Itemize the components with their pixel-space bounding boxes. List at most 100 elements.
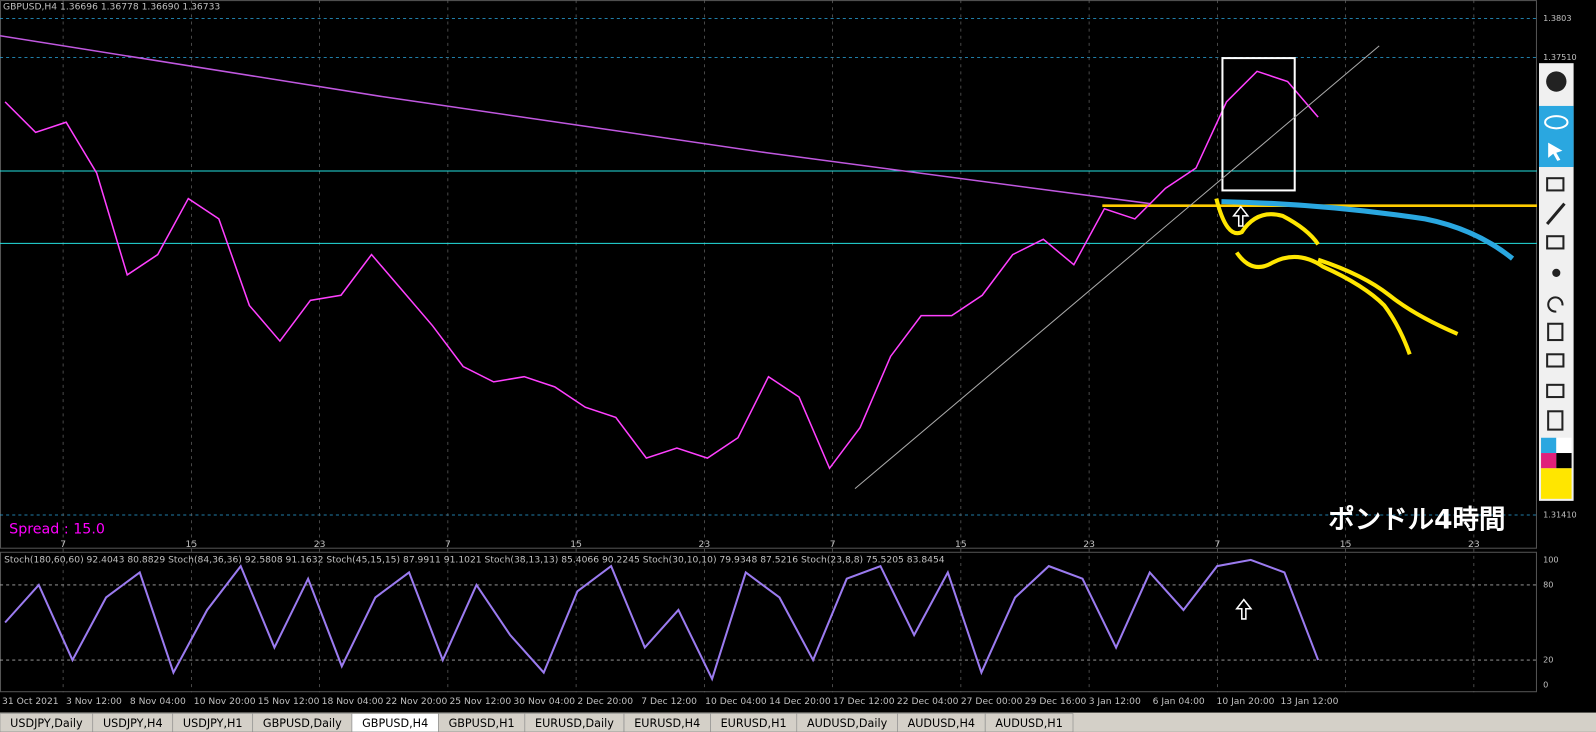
time-label: 27 Dec 00:00 — [961, 696, 1023, 707]
arrow-up — [1232, 205, 1250, 227]
trend-line — [854, 45, 1380, 490]
tab[interactable]: GBPUSD,H4 — [351, 713, 439, 732]
color-cyan[interactable] — [1541, 437, 1557, 454]
tab-label[interactable]: USDJPY,Daily — [10, 717, 83, 730]
tab[interactable]: AUDUSD,Daily — [796, 713, 898, 732]
day-label: 23 — [699, 539, 711, 550]
tab[interactable]: USDJPY,H1 — [172, 713, 254, 732]
moving-average — [0, 34, 1151, 205]
tool-dot[interactable] — [1552, 268, 1561, 277]
day-label: 15 — [955, 539, 967, 550]
tab[interactable]: EURUSD,H1 — [710, 713, 798, 732]
color-white[interactable] — [1556, 437, 1572, 454]
tab[interactable]: USDJPY,H4 — [92, 713, 174, 732]
color-black[interactable] — [1556, 453, 1572, 469]
grid — [0, 0, 1537, 693]
day-label: 7 — [830, 539, 836, 550]
stoch-line — [4, 558, 1320, 682]
price-line — [4, 70, 1319, 470]
tab-label[interactable]: USDJPY,H1 — [183, 717, 243, 730]
plot: 1.3803 1.37510 1.31410 7 15 23 7 15 23 7 15 23 7 15 23… — [0, 13, 1577, 707]
time-label: 10 Jan 20:00 — [1217, 696, 1275, 707]
day-label: 7 — [1214, 539, 1220, 550]
tool-trash[interactable] — [1547, 322, 1564, 342]
tab[interactable]: USDJPY,Daily — [0, 713, 94, 732]
highlight-box — [1221, 57, 1296, 192]
tab-label[interactable]: GBPUSD,H1 — [449, 717, 515, 730]
tab-label[interactable]: AUDUSD,Daily — [807, 717, 888, 730]
price-label: 1.37510 — [1543, 52, 1577, 62]
day-label: 23 — [1083, 539, 1095, 550]
drawing — [1214, 198, 1320, 246]
time-label: 3 Jan 12:00 — [1089, 696, 1141, 707]
tab-label[interactable]: EURUSD,H4 — [634, 717, 700, 730]
tab-label[interactable]: EURUSD,Daily — [535, 717, 614, 730]
symbol-quote: GBPUSD,H4 1.36696 1.36778 1.36690 1.3673… — [3, 2, 220, 13]
time-label: 10 Dec 04:00 — [705, 696, 767, 707]
tab-label[interactable]: EURUSD,H1 — [721, 717, 787, 730]
day-label: 23 — [1468, 539, 1480, 550]
price-label: 1.31410 — [1543, 509, 1577, 519]
tool-line[interactable] — [1545, 202, 1566, 225]
time-label: 30 Nov 04:00 — [513, 696, 575, 707]
tab[interactable]: AUDUSD,H4 — [897, 713, 986, 732]
spread: Spread : 15.0 — [9, 521, 105, 537]
annotation: ポンドル4時間 — [1328, 505, 1505, 536]
tool-pen[interactable] — [1546, 71, 1567, 92]
color-magenta[interactable] — [1541, 453, 1557, 469]
drawing — [1235, 251, 1412, 355]
tool-screen[interactable] — [1546, 353, 1565, 368]
tab[interactable]: EURUSD,H4 — [623, 713, 711, 732]
tab[interactable]: GBPUSD,H1 — [438, 713, 526, 732]
tool-eye[interactable] — [1544, 115, 1569, 130]
price-label: 1.3803 — [1543, 13, 1571, 23]
indicator-label: 80 — [1543, 579, 1553, 589]
sub-frame — [0, 551, 1537, 693]
time-label: 6 Jan 04:00 — [1153, 696, 1205, 707]
indicator-title: Stoch(180,60,60) 92.4043 80.8829 Stoch(8… — [4, 554, 945, 565]
indicator-label: 0 — [1543, 680, 1548, 690]
tool-eraser[interactable] — [1546, 235, 1565, 250]
arrow-up — [1235, 598, 1253, 620]
day-label: 7 — [60, 539, 66, 550]
day-label: 15 — [186, 539, 198, 550]
time-label: 13 Jan 12:00 — [1280, 696, 1338, 707]
time-label: 22 Nov 20:00 — [386, 696, 448, 707]
time-label: 29 Dec 16:00 — [1025, 696, 1087, 707]
time-label: 25 Nov 12:00 — [449, 696, 511, 707]
time-label: 2 Dec 20:00 — [577, 696, 633, 707]
time-label: 17 Dec 12:00 — [833, 696, 895, 707]
tab[interactable]: AUDUSD,H1 — [984, 713, 1074, 732]
tab-label[interactable]: GBPUSD,H4 — [362, 717, 428, 730]
day-label: 7 — [445, 539, 451, 550]
day-label: 15 — [570, 539, 582, 550]
tab-label[interactable]: USDJPY,H4 — [103, 717, 163, 730]
color-yellow[interactable] — [1541, 468, 1572, 499]
time-label: 15 Nov 12:00 — [258, 696, 320, 707]
day-label: 15 — [1340, 539, 1352, 550]
tool-undo[interactable] — [1547, 296, 1564, 313]
time-label: 8 Nov 04:00 — [130, 696, 186, 707]
tab-label[interactable]: AUDUSD,H1 — [995, 717, 1062, 730]
main-frame — [0, 0, 1537, 549]
time-label: 22 Dec 04:00 — [897, 696, 959, 707]
drawing — [1221, 199, 1515, 261]
indicator-label: 20 — [1543, 655, 1553, 665]
time-label: 18 Nov 04:00 — [322, 696, 384, 707]
tab[interactable]: EURUSD,Daily — [524, 713, 625, 732]
indicator-label: 100 — [1543, 554, 1559, 564]
day-label: 23 — [314, 539, 326, 550]
tool-camera[interactable] — [1546, 383, 1565, 399]
tool-cursor[interactable] — [1548, 142, 1563, 161]
time-label: 14 Dec 20:00 — [769, 696, 831, 707]
tool-list[interactable] — [1547, 410, 1564, 431]
time-label: 31 Oct 2021 — [2, 696, 59, 707]
tab[interactable]: GBPUSD,Daily — [252, 713, 353, 732]
time-label: 10 Nov 20:00 — [194, 696, 256, 707]
tab-label[interactable]: AUDUSD,H4 — [908, 717, 975, 730]
tab-label[interactable]: GBPUSD,Daily — [263, 717, 342, 730]
tool-eraser[interactable] — [1546, 177, 1565, 192]
